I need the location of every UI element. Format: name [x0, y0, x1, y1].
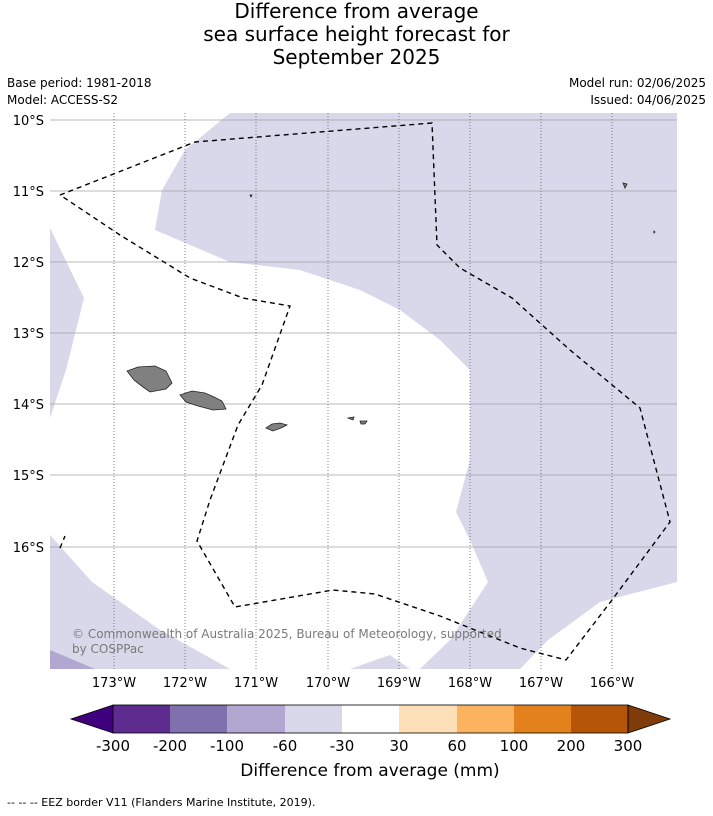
longitude-labels: 173°W 172°W 171°W 170°W 169°W 168°W 167°…: [92, 676, 634, 691]
lat-label-10s: 10°S: [13, 114, 44, 129]
map-title: Difference from average sea surface heig…: [0, 0, 713, 69]
colorbar-tick-label: -30: [330, 737, 355, 755]
eez-borders: [59, 122, 671, 661]
colorbar-bin-3: [227, 705, 285, 733]
colorbar-bin-2: [170, 705, 227, 733]
lon-label-172w: 172°W: [163, 676, 207, 691]
lon-label-171w: 171°W: [234, 676, 278, 691]
island-manua-1: [346, 416, 355, 421]
colorbar-bin-9: [571, 705, 628, 733]
issued-date: Issued: 04/06/2025: [590, 93, 706, 107]
colorbar-tick-label: -300: [96, 737, 130, 755]
colorbar-tick-label: -200: [153, 737, 187, 755]
colorbar-bin-5: [342, 705, 399, 733]
latitude-labels: 10°S 11°S 12°S 13°S 14°S 15°S 16°S: [13, 114, 44, 556]
copyright-line-1: © Commonwealth of Australia 2025, Bureau…: [72, 627, 502, 641]
colorbar-frame: [112, 704, 629, 734]
island-tokelau-2: [653, 230, 656, 234]
colorbar: -300 -200 -100 -60 -30 30 60 100 200 300: [69, 704, 672, 755]
lon-label-173w: 173°W: [92, 676, 136, 691]
lat-label-16s: 16°S: [13, 541, 44, 556]
colorbar-arrow-low: [69, 704, 114, 734]
lon-label-166w: 166°W: [590, 676, 634, 691]
colorbar-bin-7: [457, 705, 514, 733]
eez-footnote: -- -- -- EEZ border V11 (Flanders Marine…: [7, 796, 316, 809]
colorbar-bin-4: [285, 705, 342, 733]
lat-label-14s: 14°S: [13, 398, 44, 413]
lat-label-15s: 15°S: [13, 469, 44, 484]
lat-label-11s: 11°S: [13, 185, 44, 200]
anomaly-region-southwest: [50, 535, 230, 669]
map-area: © Commonwealth of Australia 2025, Bureau…: [50, 113, 677, 669]
title-line-1: Difference from average: [234, 0, 479, 23]
model-run: Model run: 02/06/2025: [568, 76, 706, 90]
island-tokelau-1: [622, 182, 628, 189]
island-manua-2: [359, 420, 368, 425]
colorbar-bin-8: [514, 705, 571, 733]
island-swains: [249, 194, 253, 198]
lon-label-168w: 168°W: [448, 676, 492, 691]
islands: [126, 182, 656, 432]
copyright-line-2: by COSPPac: [72, 642, 144, 656]
colorbar-tick-label: -60: [273, 737, 298, 755]
title-line-2: sea surface height forecast for: [203, 22, 510, 46]
colorbar-bin-1: [113, 705, 170, 733]
anomaly-region-west: [50, 228, 84, 418]
island-savaii: [126, 365, 173, 393]
lon-label-167w: 167°W: [519, 676, 563, 691]
title-line-3: September 2025: [272, 45, 441, 69]
eez-border-samoa-american-samoa: [59, 122, 671, 661]
anomaly-region-east: [155, 113, 677, 669]
model-name: Model: ACCESS-S2: [7, 93, 119, 107]
island-tutuila: [265, 422, 289, 432]
anomaly-region-southeast-spot: [350, 655, 410, 669]
lon-label-170w: 170°W: [306, 676, 350, 691]
colorbar-bin-6: [399, 705, 457, 733]
colorbar-arrow-high: [627, 704, 672, 734]
colorbar-title: Difference from average (mm): [240, 761, 500, 781]
eez-border-southwest: [59, 535, 66, 549]
colorbar-tick-label: 300: [614, 737, 643, 755]
lon-label-169w: 169°W: [377, 676, 421, 691]
meta-right: Model run: 02/06/2025 Issued: 04/06/2025: [569, 75, 706, 109]
island-upolu: [179, 390, 227, 411]
lat-label-12s: 12°S: [13, 256, 44, 271]
meta-left: Base period: 1981-2018 Model: ACCESS-S2: [7, 75, 152, 109]
anomaly-region-southwest-strong: [50, 650, 95, 669]
colorbar-tick-label: 30: [389, 737, 408, 755]
lat-label-13s: 13°S: [13, 327, 44, 342]
base-period: Base period: 1981-2018: [7, 76, 152, 90]
colorbar-tick-label: 200: [557, 737, 586, 755]
colorbar-tick-label: 100: [500, 737, 529, 755]
latitude-gridlines: [50, 119, 677, 548]
colorbar-tick-label: 60: [447, 737, 466, 755]
colorbar-tick-label: -100: [210, 737, 244, 755]
